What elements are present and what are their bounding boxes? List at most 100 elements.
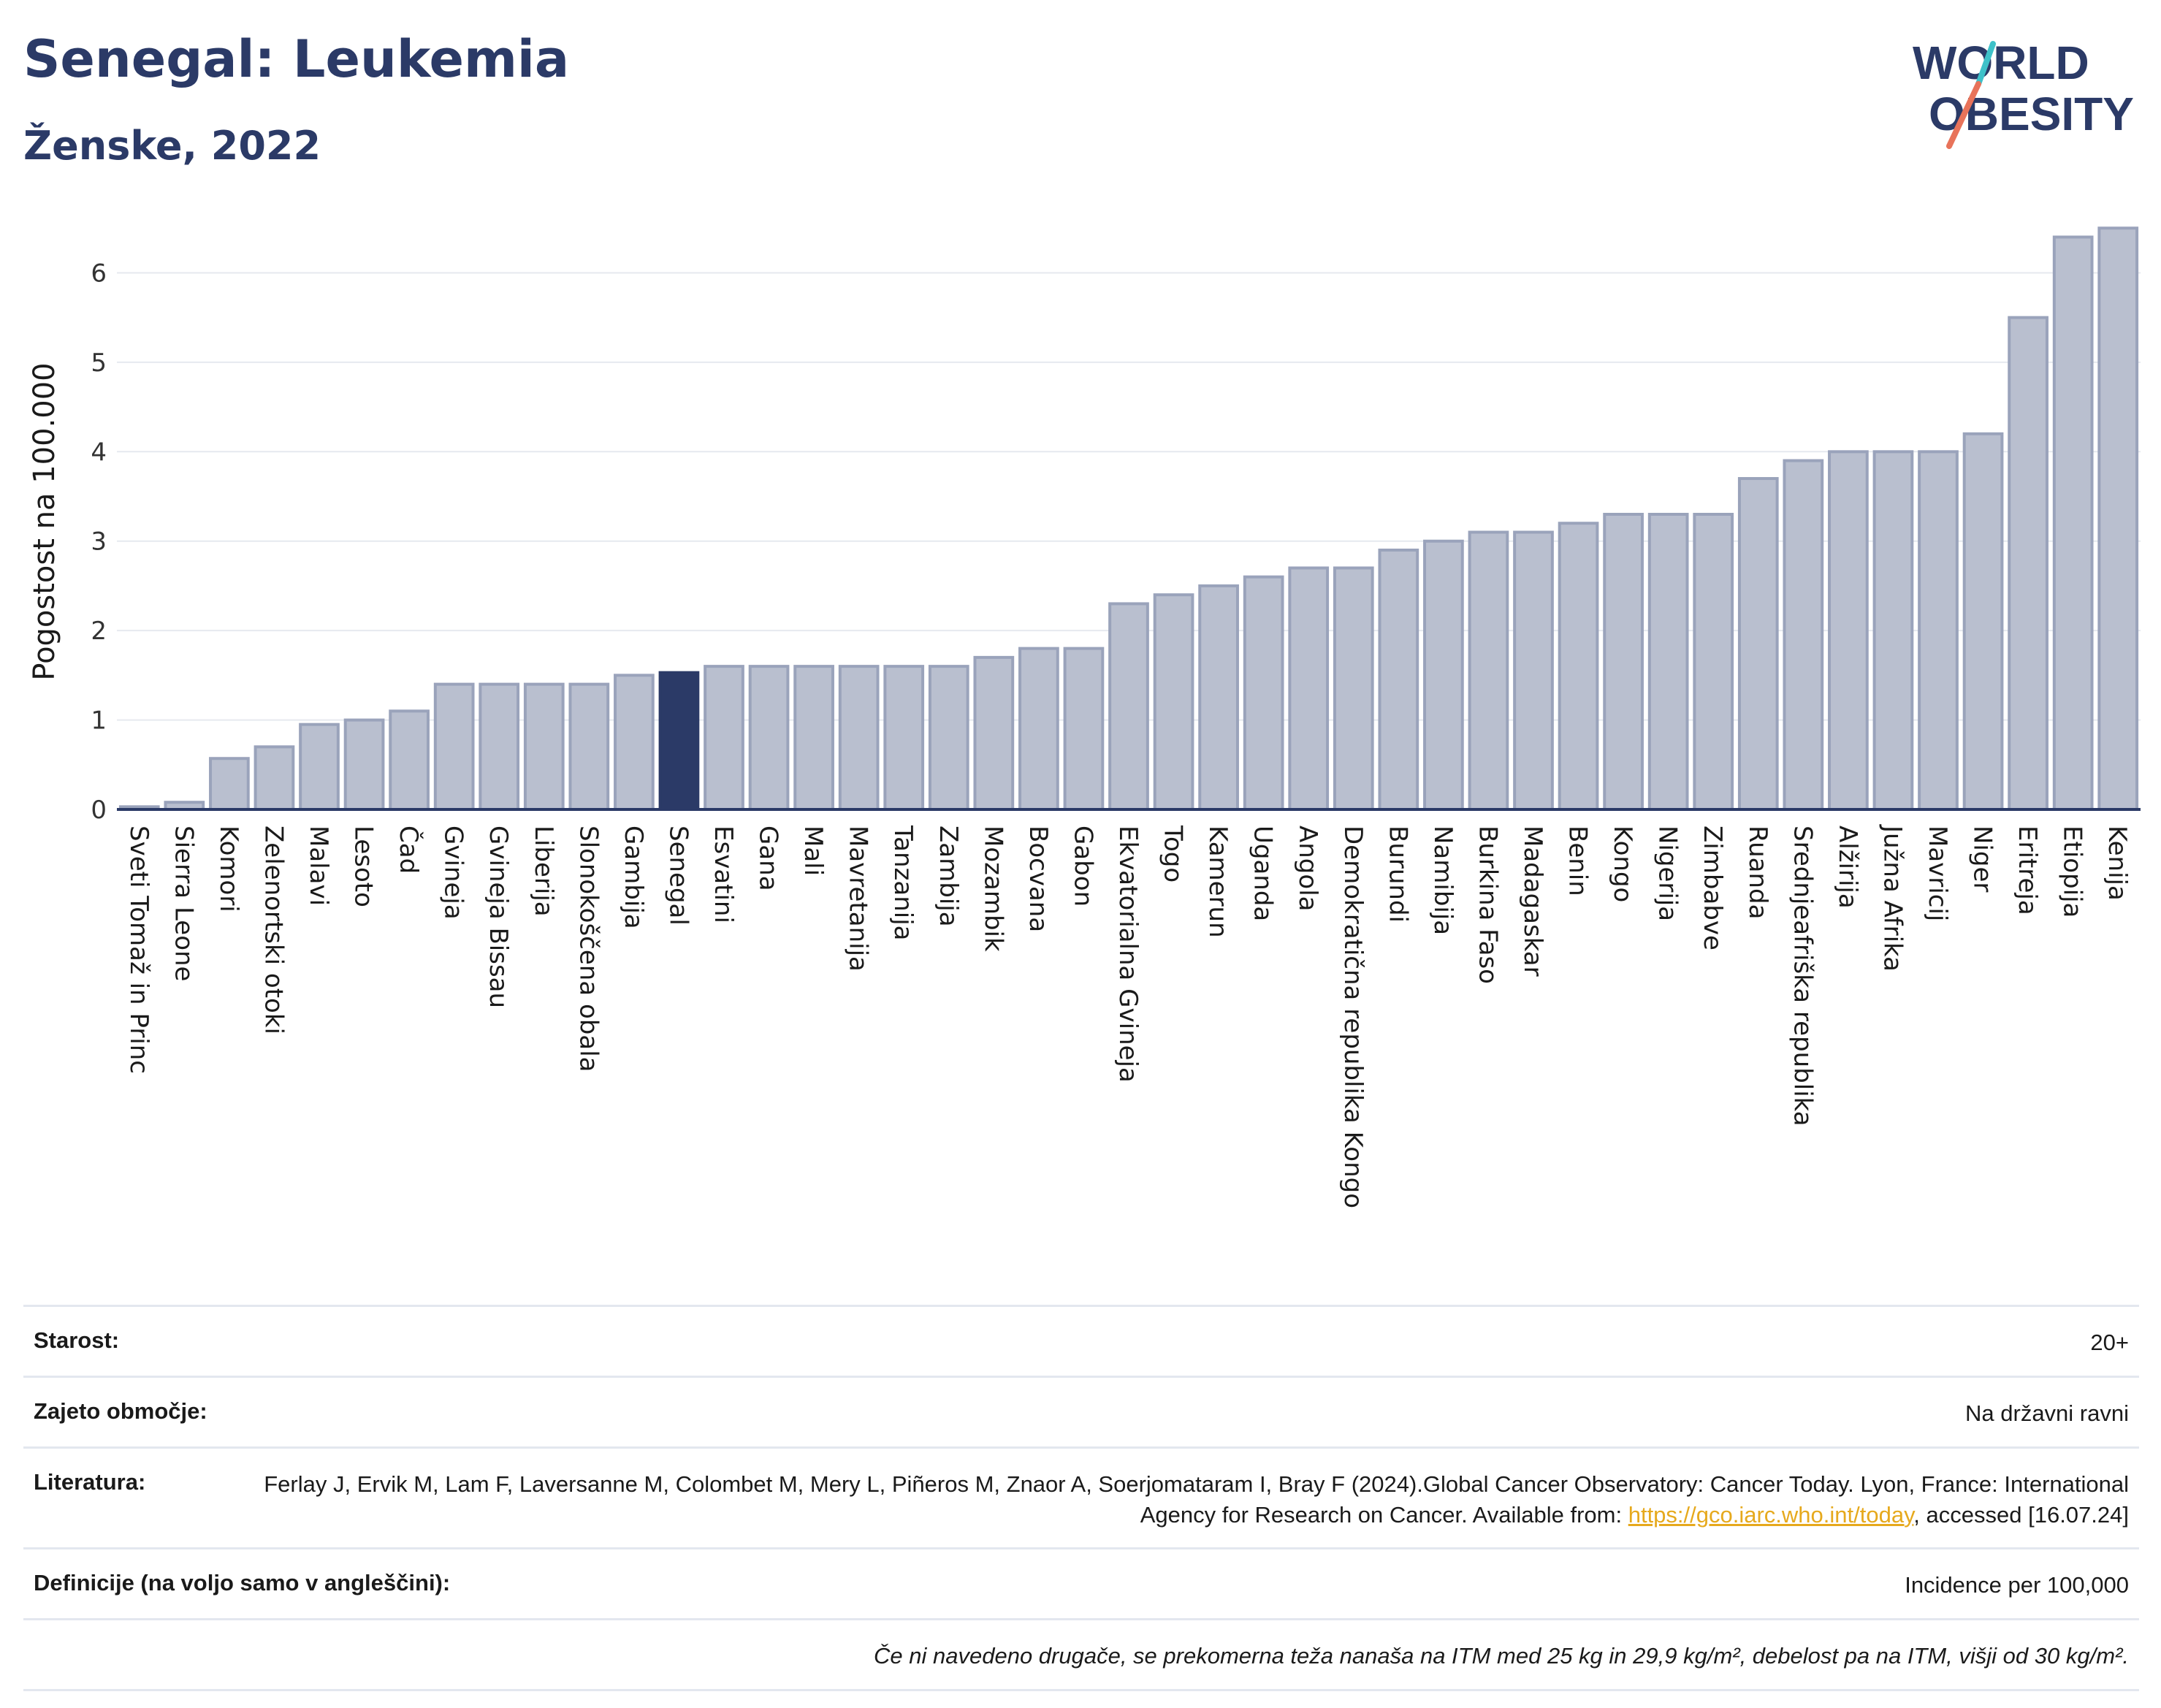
- y-tick-label: 2: [91, 617, 107, 646]
- bar-mavretanija: [838, 665, 880, 811]
- x-tick-label: Kamerun: [1203, 826, 1232, 938]
- bar-gvineja: [433, 682, 475, 812]
- bar-zelenortski-otoki: [254, 745, 295, 812]
- logo-slash-teal: [1975, 41, 1996, 87]
- x-tick-label: Angola: [1293, 826, 1322, 911]
- logo-line1: WORLD: [1913, 37, 2089, 89]
- world-obesity-logo: WORLD OBESITY: [1913, 37, 2134, 149]
- x-tick-label: Mali: [799, 826, 828, 876]
- x-tick-label: Burundi: [1383, 826, 1412, 923]
- bar-angola: [1288, 566, 1330, 811]
- x-tick-label: Gabon: [1068, 826, 1097, 907]
- x-tick-label: Namibija: [1428, 826, 1457, 935]
- bar-uganda: [1243, 575, 1284, 811]
- info-row-literature: Literatura: Ferlay J, Ervik M, Lam F, La…: [23, 1446, 2139, 1548]
- info-label-coverage: Zajeto območje:: [34, 1398, 207, 1424]
- info-row-coverage: Zajeto območje: Na državni ravni: [23, 1375, 2139, 1446]
- info-table: Starost: 20+ Zajeto območje: Na državni …: [23, 1305, 2139, 1692]
- bar-burkina-faso: [1468, 530, 1509, 811]
- x-tick-label: Mavretanija: [844, 826, 873, 972]
- bar-mali: [793, 665, 834, 811]
- bar-ekvatorialna-gvineja: [1108, 602, 1149, 811]
- x-tick-label: Ruanda: [1743, 826, 1772, 919]
- y-tick-label: 6: [91, 259, 107, 288]
- bar-kongo: [1603, 513, 1644, 811]
- bar-madagaskar: [1513, 530, 1554, 811]
- info-value-age: 20+: [2090, 1330, 2129, 1355]
- bar-demokrati-na-republika-kongo: [1333, 566, 1374, 811]
- bar-mozambik: [973, 655, 1015, 811]
- bar--ad: [389, 709, 430, 811]
- bar-al-irija: [1828, 450, 1869, 811]
- x-tick-label: Nigerija: [1653, 826, 1682, 921]
- x-tick-label: Sierra Leone: [169, 826, 198, 981]
- x-tick-label: Niger: [1968, 826, 1997, 892]
- x-tick-label: Ekvatorialna Gvineja: [1113, 826, 1143, 1083]
- bar-burundi: [1378, 548, 1419, 812]
- bar-benin: [1558, 522, 1599, 811]
- y-tick-label: 0: [91, 796, 107, 825]
- info-row-definitions: Definicije (na voljo samo v angleščini):…: [23, 1547, 2139, 1618]
- bar-esvatini: [704, 665, 744, 811]
- x-tick-label: Etiopija: [2058, 826, 2087, 918]
- bar-kamerun: [1198, 584, 1239, 811]
- bar-tanzanija: [883, 665, 925, 811]
- x-tick-label: Južna Afrika: [1878, 824, 1907, 972]
- info-value-definitions: Incidence per 100,000: [1905, 1572, 2129, 1598]
- x-tick-label: Esvatini: [709, 826, 738, 923]
- x-tick-label: Mozambik: [978, 826, 1007, 952]
- x-tick-label: Eritreja: [2013, 826, 2042, 915]
- y-tick-label: 4: [91, 438, 107, 467]
- x-tick-label: Bocvana: [1024, 826, 1053, 932]
- info-value-literature: Ferlay J, Ervik M, Lam F, Laversanne M, …: [189, 1469, 2129, 1530]
- literature-text: Ferlay J, Ervik M, Lam F, Laversanne M, …: [264, 1471, 2129, 1528]
- bar-gana: [748, 665, 790, 811]
- bar-mavricij: [1918, 450, 1959, 811]
- y-axis-label: Pogostost na 100.000: [28, 362, 61, 680]
- bar-slonoko-ena-obala: [568, 682, 610, 812]
- logo-slash-coral: [1946, 81, 1981, 149]
- x-tick-label: Gana: [754, 826, 783, 891]
- x-tick-label: Lesoto: [349, 826, 378, 907]
- x-tick-label: Kenija: [2103, 826, 2132, 901]
- bar-bocvana: [1018, 647, 1059, 811]
- y-tick-label: 1: [91, 706, 107, 736]
- x-tick-label: Gvineja: [439, 826, 468, 920]
- bar-srednjeafri-ka-republika: [1783, 459, 1824, 812]
- bar-liberija: [523, 682, 565, 812]
- bar-togo: [1153, 593, 1194, 811]
- chart-subtitle: Ženske, 2022: [23, 123, 321, 169]
- x-tick-label: Gvineja Bissau: [484, 826, 513, 1008]
- bar-ju-na-afrika: [1872, 450, 1914, 811]
- x-tick-label: Zelenortski otoki: [259, 826, 288, 1034]
- bar-gabon: [1063, 647, 1105, 811]
- bar-zimbabve: [1693, 513, 1734, 811]
- footnote: Če ni navedeno drugače, se prekomerna te…: [874, 1643, 2129, 1669]
- x-tick-label: Alžirija: [1833, 826, 1862, 909]
- x-tick-label: Demokratična republika Kongo: [1338, 826, 1368, 1208]
- bar-chart: 0 1 2 3 4 5 6 Pogostost na 100.000 Sveti Tomaž i…: [28, 226, 2141, 1208]
- x-tick-label: Senegal: [663, 826, 693, 926]
- literature-link[interactable]: https://gco.iarc.who.int/today: [1628, 1501, 1914, 1528]
- bar-lesoto: [343, 718, 385, 811]
- x-tick-label: Zimbabve: [1698, 826, 1727, 950]
- x-tick-label: Togo: [1159, 825, 1188, 882]
- info-value-coverage: Na državni ravni: [1965, 1400, 2129, 1426]
- y-tick-label: 5: [91, 348, 107, 378]
- x-tick-label: Madagaskar: [1518, 826, 1547, 977]
- x-tick-label: Burkina Faso: [1473, 826, 1502, 984]
- x-tick-label: Mavricij: [1923, 826, 1952, 921]
- x-tick-label: Uganda: [1249, 826, 1278, 921]
- bar-gvineja-bissau: [479, 682, 520, 812]
- x-tick-label: Gambija: [619, 826, 648, 929]
- x-tick-label: Zambija: [934, 826, 963, 927]
- literature-accessed: , accessed [16.07.24]: [1913, 1501, 2129, 1528]
- x-tick-label: Kongo: [1608, 826, 1637, 902]
- bar-nigerija: [1647, 513, 1689, 811]
- bar-eritreja: [2008, 316, 2048, 811]
- bar-ruanda: [1737, 477, 1779, 811]
- x-tick-label: Benin: [1563, 826, 1593, 896]
- bar-gambija: [614, 674, 655, 812]
- x-tick-label: Liberija: [529, 826, 558, 917]
- x-tick-label: Srednjeafriška republika: [1788, 826, 1817, 1126]
